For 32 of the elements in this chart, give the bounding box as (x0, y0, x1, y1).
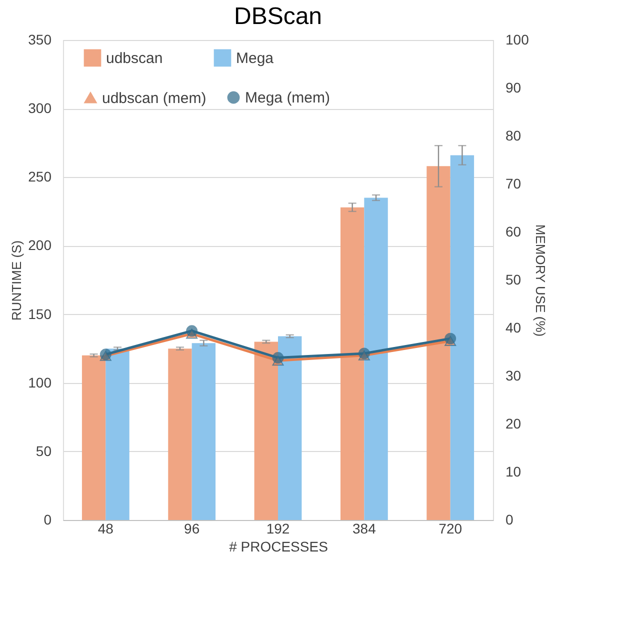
legend-label: udbscan (mem) (102, 90, 206, 107)
y-tick-label: 150 (28, 306, 52, 322)
y2-tick-label: 20 (506, 416, 522, 432)
x-tick-label: 192 (266, 520, 290, 536)
y2-tick-label: 10 (506, 464, 522, 480)
y2-tick-label: 30 (506, 368, 522, 384)
y-tick-label: 50 (36, 442, 52, 459)
y-tick-label: 200 (28, 237, 52, 254)
y2-tick-label: 40 (506, 320, 522, 336)
x-tick-label: 720 (438, 520, 462, 536)
y2-tick-label: 80 (506, 128, 522, 144)
legend-label: Mega (mem) (245, 90, 330, 107)
y2-tick-label: 70 (506, 176, 522, 192)
legend-label: udbscan (106, 50, 163, 67)
x-tick-label: 48 (98, 520, 114, 536)
chart-title: DBScan (234, 3, 322, 30)
y2-axis-title: MEMORY USE (%) (532, 224, 548, 337)
x-axis-title: # PROCESSES (229, 538, 328, 554)
y-tick-label: 0 (44, 512, 52, 528)
y2-tick-label: 50 (506, 272, 522, 288)
y2-tick-label: 90 (506, 80, 522, 96)
y-tick-label: 350 (28, 32, 52, 48)
legend-label: Mega (236, 50, 274, 67)
x-tick-label: 384 (352, 520, 376, 536)
y-tick-label: 100 (28, 374, 52, 390)
y-tick-label: 250 (28, 168, 52, 185)
y-axis-title: RUNTIME (S) (9, 240, 24, 321)
y2-tick-label: 0 (506, 512, 514, 528)
y-tick-label: 300 (28, 100, 52, 116)
y2-tick-label: 60 (506, 224, 522, 240)
x-tick-label: 96 (184, 520, 200, 536)
y2-tick-label: 100 (506, 32, 530, 48)
